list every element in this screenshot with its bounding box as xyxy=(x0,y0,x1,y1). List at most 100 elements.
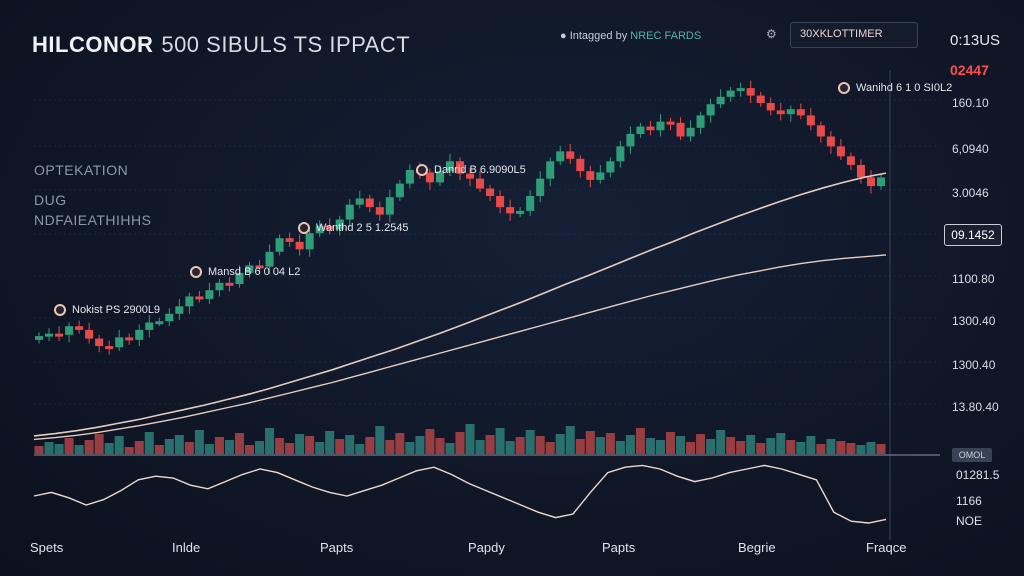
volume-bar xyxy=(686,442,696,454)
volume-bar xyxy=(826,439,836,454)
candle-body xyxy=(175,306,184,314)
volume-bar xyxy=(385,440,395,454)
y-tick-label: 1300.40 xyxy=(952,314,996,328)
candle-body xyxy=(365,198,374,208)
chart-title: HILCONOR 500 SIBULS TS IPPACT xyxy=(32,32,410,58)
volume-bar xyxy=(184,442,194,454)
candle-body xyxy=(696,115,705,128)
candle-body xyxy=(125,337,134,341)
candle-body xyxy=(155,321,164,325)
volume-bar xyxy=(395,433,405,454)
title-main: HILCONOR xyxy=(32,32,154,57)
volume-bar xyxy=(595,437,605,454)
side-label-2: DUG xyxy=(34,192,67,208)
candle-body xyxy=(245,265,254,273)
timer-box[interactable] xyxy=(790,22,918,48)
volume-bar xyxy=(84,440,94,454)
candle-body xyxy=(45,333,54,337)
volume-bar xyxy=(856,445,866,454)
candle-body xyxy=(35,336,44,340)
candle-body xyxy=(395,183,404,198)
volume-bar xyxy=(726,437,736,454)
volume-bar xyxy=(94,434,104,454)
candle-body xyxy=(455,161,465,174)
volume-bar xyxy=(335,439,345,454)
candle-body xyxy=(405,169,414,184)
candle-body xyxy=(536,178,545,196)
volume-bar xyxy=(746,435,756,454)
marker-icon xyxy=(54,304,66,316)
annotation-text: Danrid B 6.9090L5 xyxy=(434,164,526,176)
volume-bar xyxy=(475,440,485,454)
volume-bar xyxy=(285,443,295,454)
volume-bar xyxy=(325,431,335,454)
candle-body xyxy=(596,172,605,180)
candle-body xyxy=(55,333,64,337)
candle-body xyxy=(516,210,525,214)
volume-bar xyxy=(655,440,665,454)
volume-bar xyxy=(665,432,676,454)
annotation-text: Mansd B 6 0 04 L2 xyxy=(208,266,301,278)
side-label-1: OPTEKATION xyxy=(34,162,129,178)
volume-bar xyxy=(766,438,776,454)
candle-body xyxy=(255,265,264,269)
volume-bar xyxy=(756,443,766,454)
candle-body xyxy=(295,241,304,250)
candle-body xyxy=(766,103,775,111)
candle-body xyxy=(846,156,855,165)
annotation-1[interactable]: Nokist PS 2900L9 xyxy=(54,304,160,316)
annotation-5[interactable]: Wanihd 6 1 0 SI0L2 xyxy=(838,82,952,94)
candle-body xyxy=(285,238,294,242)
candle-body xyxy=(606,161,615,173)
volume-bar xyxy=(164,439,174,454)
timer-label: 30XKLOTTIMER xyxy=(800,28,883,40)
volume-bar xyxy=(204,444,214,454)
moving-average-fast xyxy=(33,172,887,437)
annotation-4[interactable]: Danrid B 6.9090L5 xyxy=(416,164,526,176)
x-tick-label: Inlde xyxy=(172,540,201,555)
oscillator-value-1: 01281.5 xyxy=(956,468,1000,482)
volume-bar xyxy=(836,441,846,454)
candle-body xyxy=(686,127,695,137)
candle-body xyxy=(345,204,354,220)
volume-bar xyxy=(505,441,515,454)
volume-bar xyxy=(305,436,315,454)
volume-bar xyxy=(194,430,204,454)
volume-bar xyxy=(315,442,325,454)
volume-bar xyxy=(355,444,365,454)
annotation-2[interactable]: Mansd B 6 0 04 L2 xyxy=(190,266,300,278)
volume-bar xyxy=(415,436,425,454)
candle-body xyxy=(616,146,625,162)
candle-body xyxy=(385,197,394,215)
candle-body xyxy=(205,290,214,299)
candle-body xyxy=(826,136,835,147)
volume-bar xyxy=(275,438,285,454)
volume-bar xyxy=(34,446,44,454)
volume-bar xyxy=(706,439,716,454)
candle-body xyxy=(736,88,745,92)
candle-body xyxy=(185,296,194,307)
volume-bar xyxy=(535,436,545,454)
clock-readout: 0:13US xyxy=(950,32,1001,49)
volume-bar xyxy=(485,435,495,454)
marker-icon xyxy=(190,266,202,278)
y-tick-label: 1100.80 xyxy=(952,272,995,286)
volume-bar xyxy=(144,432,154,454)
candle-body xyxy=(95,338,104,347)
volume-bar xyxy=(435,438,445,454)
candle-body xyxy=(856,165,865,178)
candle-body xyxy=(445,161,454,172)
x-tick-label: Begrie xyxy=(738,540,776,555)
volume-bar xyxy=(866,442,876,454)
volume-bar xyxy=(445,443,455,454)
current-price-box: 09.1452 xyxy=(944,224,1002,246)
candle-body xyxy=(756,95,765,103)
settings-icon[interactable]: ⚙ xyxy=(766,27,777,41)
volume-bar xyxy=(776,433,786,454)
candle-body xyxy=(586,171,595,180)
annotation-3[interactable]: Wanthd 2 5 1.2545 xyxy=(298,222,409,234)
oscillator-tag: OMOL xyxy=(952,448,992,462)
side-label-3: NDFAIEATHIHHS xyxy=(34,212,152,228)
